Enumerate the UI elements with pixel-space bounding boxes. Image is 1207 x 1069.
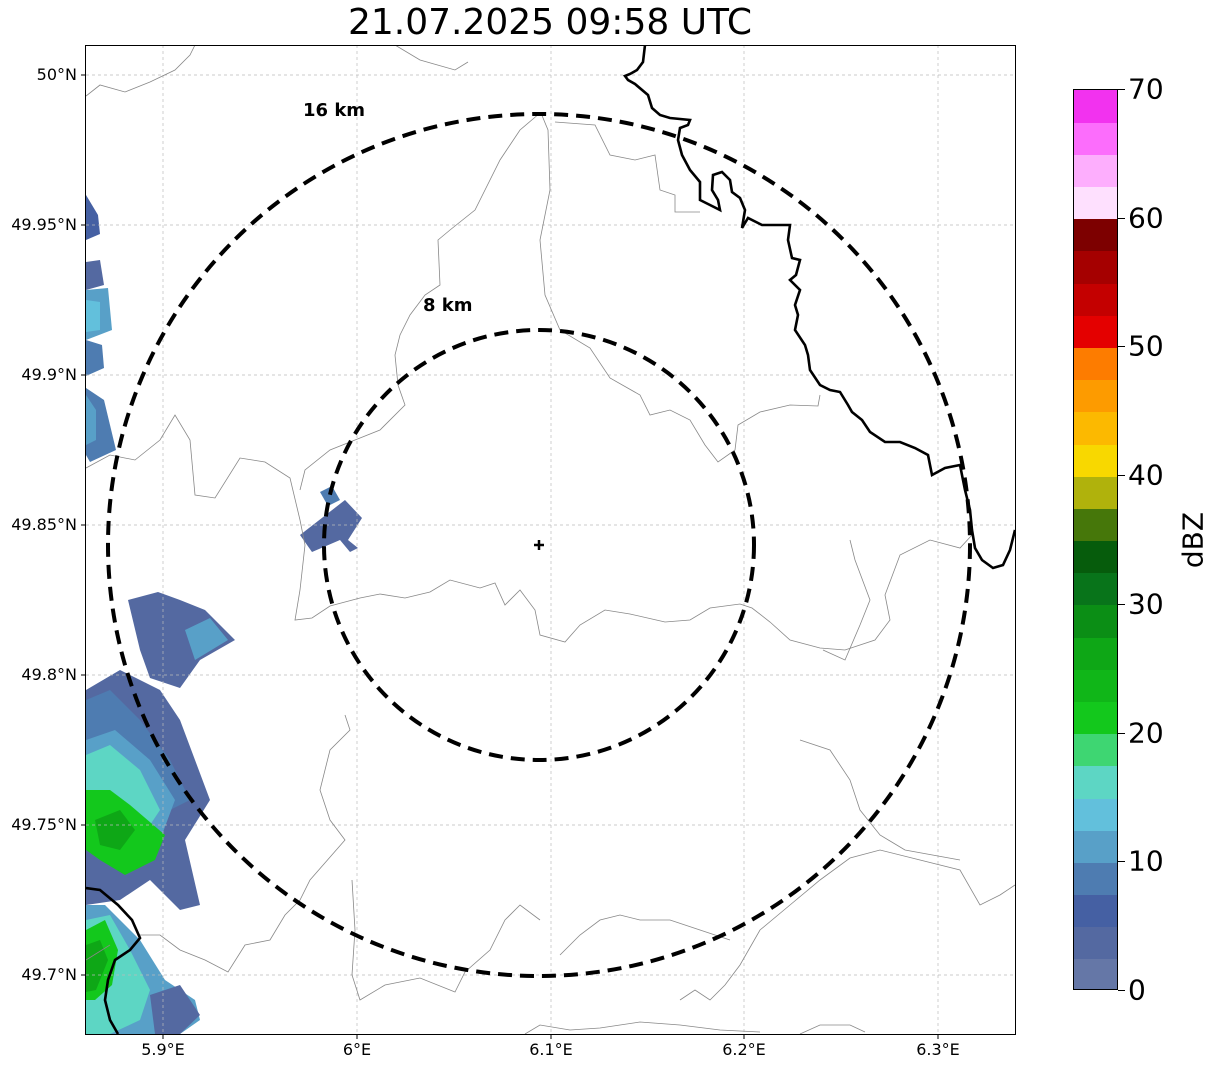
colorbar-segment	[1074, 379, 1117, 413]
colorbar-tick-label: 10	[1128, 844, 1164, 878]
lat-label: 50°N	[36, 65, 77, 84]
colorbar-tick	[1118, 346, 1125, 348]
colorbar-segment	[1074, 604, 1117, 638]
national-border	[86, 45, 1015, 1034]
colorbar-tick-label: 50	[1128, 329, 1164, 363]
lat-label: 49.8°N	[21, 665, 77, 684]
colorbar-segment	[1074, 347, 1117, 381]
colorbar-segment	[1074, 926, 1117, 960]
radar-center-marker	[534, 540, 544, 550]
lon-label: 6.3°E	[916, 1040, 960, 1059]
colorbar-segment	[1074, 154, 1117, 188]
colorbar-tick-label: 20	[1128, 716, 1164, 750]
colorbar-tick-label: 60	[1128, 201, 1164, 235]
colorbar-segment	[1074, 122, 1117, 155]
colorbar-segment	[1074, 508, 1117, 542]
lon-label: 6.2°E	[722, 1040, 766, 1059]
colorbar-segment	[1074, 765, 1117, 799]
colorbar-segment	[1074, 669, 1117, 702]
ring-label-8km: 8 km	[423, 295, 473, 316]
grid-lines	[86, 45, 1015, 1034]
colorbar-segment	[1074, 250, 1117, 284]
colorbar-segment	[1074, 637, 1117, 670]
colorbar-tick	[1118, 89, 1125, 90]
lat-label: 49.75°N	[11, 815, 77, 834]
colorbar-segment	[1074, 90, 1117, 123]
colorbar-segment	[1074, 797, 1117, 831]
colorbar-segment	[1074, 315, 1117, 349]
colorbar-segment	[1074, 830, 1117, 863]
colorbar-segment	[1074, 862, 1117, 896]
colorbar-segment	[1074, 572, 1117, 606]
colorbar-segment	[1074, 476, 1117, 509]
ring-16km	[106, 112, 972, 978]
colorbar-segment	[1074, 283, 1117, 316]
colorbar-segment	[1074, 443, 1117, 477]
lat-label: 49.95°N	[11, 215, 77, 234]
admin-boundaries	[86, 45, 1015, 1034]
colorbar-tick	[1118, 861, 1125, 863]
colorbar-tick-label: 30	[1128, 587, 1164, 621]
lon-label: 6°E	[342, 1040, 372, 1059]
colorbar-segment	[1074, 218, 1117, 252]
colorbar-segment	[1074, 701, 1117, 735]
ring-label-16km: 16 km	[303, 100, 366, 121]
lat-label: 49.7°N	[21, 965, 77, 984]
colorbar-tick	[1118, 475, 1125, 477]
lon-label: 5.9°E	[141, 1040, 185, 1059]
colorbar-tick	[1118, 603, 1125, 605]
range-rings	[106, 112, 972, 978]
colorbar-tick	[1118, 990, 1125, 991]
map-title: 21.07.2025 09:58 UTC	[347, 2, 753, 43]
colorbar-tick-label: 70	[1128, 72, 1164, 106]
axis-ticks	[81, 74, 939, 1039]
map-frame	[85, 45, 1016, 1035]
colorbar-tick	[1118, 217, 1125, 219]
colorbar	[1073, 89, 1118, 990]
lat-label: 49.85°N	[11, 515, 77, 534]
lat-label: 49.9°N	[21, 365, 77, 384]
radar-echoes	[86, 195, 362, 1034]
colorbar-segment	[1074, 411, 1117, 445]
colorbar-segment	[1074, 894, 1117, 928]
colorbar-segment	[1074, 186, 1117, 220]
colorbar-segment	[1074, 540, 1117, 574]
colorbar-tick	[1118, 732, 1125, 734]
colorbar-segment	[1074, 958, 1117, 989]
lon-label: 6.1°E	[529, 1040, 573, 1059]
colorbar-tick-label: 0	[1128, 973, 1146, 1007]
ring-8km	[322, 328, 756, 762]
colorbar-label: dBZ	[1176, 511, 1207, 569]
colorbar-segment	[1074, 733, 1117, 767]
colorbar-tick-label: 40	[1128, 458, 1164, 492]
